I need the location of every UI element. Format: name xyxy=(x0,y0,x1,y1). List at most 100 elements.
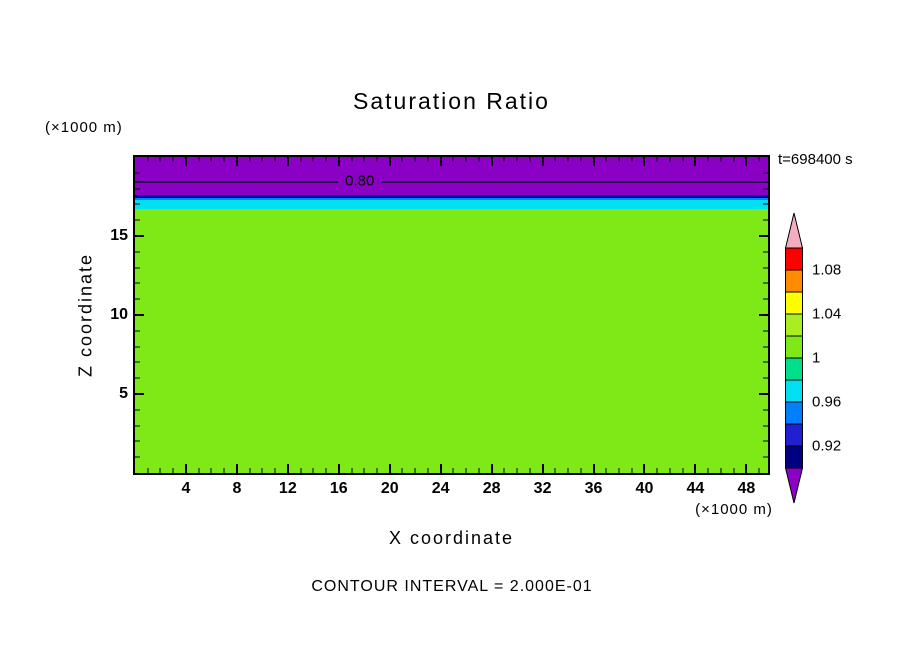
axis-tick xyxy=(184,157,187,166)
colorbar-label: 1 xyxy=(812,349,821,367)
axis-tick xyxy=(135,330,140,332)
axis-tick xyxy=(198,157,200,162)
axis-tick xyxy=(669,157,671,162)
axis-tick xyxy=(631,468,633,473)
axis-tick xyxy=(286,157,289,166)
axis-tick xyxy=(135,235,144,237)
colorbar-labels: 1.08 1.04 1 0.96 0.92 xyxy=(812,212,872,504)
saturation-band xyxy=(135,157,768,195)
axis-tick xyxy=(618,468,620,473)
axis-tick xyxy=(261,468,263,473)
axis-tick xyxy=(135,282,140,284)
x-tick-label: 16 xyxy=(329,480,348,497)
axis-tick xyxy=(720,468,722,473)
time-label: t=698400 s xyxy=(778,151,853,168)
axis-tick xyxy=(707,157,709,162)
axis-tick xyxy=(529,468,531,473)
axis-tick xyxy=(135,251,140,253)
axis-tick xyxy=(720,157,722,162)
axis-tick xyxy=(210,468,212,473)
axis-tick xyxy=(745,464,748,473)
axis-tick xyxy=(759,314,768,316)
axis-tick xyxy=(763,203,768,205)
saturation-band xyxy=(135,194,768,199)
axis-tick xyxy=(210,157,212,162)
axis-tick xyxy=(567,468,569,473)
x-tick-label: 48 xyxy=(737,480,756,497)
colorbar-label: 0.92 xyxy=(812,437,842,455)
contour-line xyxy=(135,181,768,184)
axis-tick xyxy=(490,464,493,473)
axis-tick xyxy=(135,409,140,411)
axis-tick xyxy=(682,468,684,473)
axis-tick xyxy=(694,464,697,473)
x-axis-unit-label: (×1000 m) xyxy=(695,501,773,518)
axis-tick xyxy=(529,157,531,162)
contour-line-label: 0.80 xyxy=(338,172,382,190)
axis-tick xyxy=(223,157,225,162)
axis-tick xyxy=(261,157,263,162)
axis-tick xyxy=(376,157,378,162)
axis-tick xyxy=(554,468,556,473)
y-axis-unit-label: (×1000 m) xyxy=(45,119,123,136)
axis-tick xyxy=(763,409,768,411)
axis-tick xyxy=(351,468,353,473)
axis-tick xyxy=(135,377,140,379)
axis-tick xyxy=(274,468,276,473)
axis-tick xyxy=(184,464,187,473)
axis-tick xyxy=(643,464,646,473)
axis-tick xyxy=(567,157,569,162)
axis-tick xyxy=(249,468,251,473)
colorbar-label: 1.08 xyxy=(812,261,842,279)
plot-ticks xyxy=(135,157,768,473)
plot-area: 0.80 xyxy=(133,155,770,475)
x-tick-label: 28 xyxy=(482,480,501,497)
axis-tick xyxy=(159,468,161,473)
axis-tick xyxy=(763,330,768,332)
axis-tick xyxy=(414,468,416,473)
axis-tick xyxy=(763,346,768,348)
x-tick-label: 40 xyxy=(635,480,654,497)
y-tick-label: 15 xyxy=(110,227,128,244)
axis-tick xyxy=(439,157,442,166)
x-tick-label: 24 xyxy=(431,480,450,497)
axis-tick xyxy=(172,468,174,473)
axis-tick xyxy=(325,157,327,162)
axis-tick xyxy=(733,468,735,473)
axis-tick xyxy=(592,464,595,473)
axis-tick xyxy=(541,157,544,166)
axis-tick xyxy=(465,157,467,162)
axis-tick xyxy=(763,361,768,363)
axis-tick xyxy=(439,464,442,473)
x-tick-labels: 4 8 12 16 20 24 28 32 36 40 44 48 xyxy=(135,480,768,500)
axis-tick xyxy=(682,157,684,162)
axis-tick xyxy=(286,464,289,473)
axis-tick xyxy=(592,157,595,166)
axis-tick xyxy=(337,157,340,166)
axis-tick xyxy=(312,468,314,473)
plot-bands xyxy=(135,157,768,473)
axis-tick xyxy=(763,425,768,427)
axis-tick xyxy=(376,468,378,473)
x-tick-label: 8 xyxy=(232,480,242,497)
axis-tick xyxy=(135,267,140,269)
axis-tick xyxy=(631,157,633,162)
axis-tick xyxy=(541,464,544,473)
axis-tick xyxy=(763,219,768,221)
axis-tick xyxy=(198,468,200,473)
axis-tick xyxy=(135,361,140,363)
x-axis-label: X coordinate xyxy=(388,528,515,548)
axis-tick xyxy=(759,235,768,237)
axis-tick xyxy=(763,251,768,253)
axis-tick xyxy=(401,468,403,473)
axis-tick xyxy=(427,468,429,473)
axis-tick xyxy=(745,157,748,166)
axis-tick xyxy=(516,468,518,473)
axis-tick xyxy=(363,468,365,473)
axis-tick xyxy=(337,464,340,473)
axis-tick xyxy=(325,468,327,473)
axis-tick xyxy=(733,157,735,162)
axis-tick xyxy=(159,157,161,162)
axis-tick xyxy=(363,157,365,162)
